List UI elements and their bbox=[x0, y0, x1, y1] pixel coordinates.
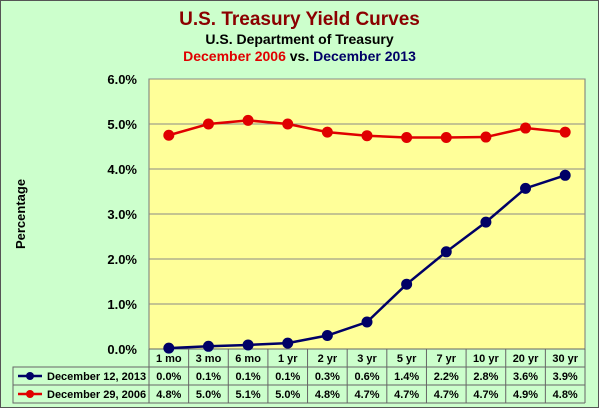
chart-subtitle: U.S. Department of Treasury bbox=[205, 31, 394, 47]
data-point bbox=[440, 246, 452, 258]
data-point bbox=[559, 126, 571, 138]
table-value-cell: 5.0% bbox=[196, 389, 221, 401]
x-category-label: 2 yr bbox=[318, 353, 338, 365]
data-point bbox=[480, 131, 492, 143]
data-point bbox=[401, 132, 413, 143]
data-point bbox=[321, 126, 333, 138]
y-tick-label: 6.0% bbox=[107, 72, 137, 87]
table-value-cell: 4.7% bbox=[394, 389, 419, 401]
table-value-cell: 0.1% bbox=[196, 371, 221, 383]
y-tick-label: 0.0% bbox=[107, 342, 137, 357]
table-value-cell: 4.8% bbox=[553, 389, 578, 401]
data-point bbox=[480, 216, 492, 228]
chart-comparison-line: December 2006 vs. December 2013 bbox=[1, 48, 598, 64]
x-category-label: 30 yr bbox=[552, 353, 578, 365]
x-category-label: 3 yr bbox=[357, 353, 377, 365]
x-category-label: 20 yr bbox=[513, 353, 539, 365]
table-value-cell: 4.8% bbox=[315, 389, 340, 401]
table-value-cell: 0.1% bbox=[275, 371, 300, 383]
table-value-cell: 4.8% bbox=[156, 389, 181, 401]
data-point bbox=[242, 339, 254, 351]
y-tick-label: 3.0% bbox=[107, 207, 137, 222]
table-value-cell: 3.9% bbox=[553, 371, 578, 383]
data-point bbox=[163, 129, 175, 141]
comparison-vs: vs. bbox=[285, 48, 314, 64]
data-point bbox=[282, 337, 294, 349]
legend-marker-0 bbox=[26, 372, 34, 380]
x-category-label: 5 yr bbox=[397, 353, 417, 365]
data-point bbox=[202, 340, 214, 352]
data-point bbox=[361, 130, 373, 142]
comparison-2006: December 2006 bbox=[183, 48, 286, 64]
table-value-cell: 4.7% bbox=[473, 389, 498, 401]
y-tick-label: 5.0% bbox=[107, 117, 137, 132]
x-category-label: 1 yr bbox=[278, 353, 298, 365]
legend-marker-1 bbox=[26, 390, 34, 398]
data-point bbox=[520, 122, 532, 134]
table-value-cell: 0.0% bbox=[156, 371, 181, 383]
x-category-label: 7 yr bbox=[436, 353, 456, 365]
table-value-cell: 4.7% bbox=[354, 389, 379, 401]
legend-series-name: December 12, 2013 bbox=[47, 371, 146, 383]
data-point bbox=[163, 342, 175, 354]
table-value-cell: 1.4% bbox=[394, 371, 419, 383]
chart-title: U.S. Treasury Yield Curves bbox=[179, 9, 420, 30]
table-value-cell: 2.2% bbox=[434, 371, 459, 383]
y-axis-label: Percentage bbox=[13, 179, 28, 249]
x-category-label: 1 mo bbox=[156, 353, 182, 365]
y-tick-label: 4.0% bbox=[107, 162, 137, 177]
data-point bbox=[401, 278, 413, 290]
data-point bbox=[361, 316, 373, 328]
table-value-cell: 0.3% bbox=[315, 371, 340, 383]
table-value-cell: 2.8% bbox=[473, 371, 498, 383]
table-value-cell: 5.1% bbox=[236, 389, 261, 401]
table-value-cell: 4.7% bbox=[434, 389, 459, 401]
x-category-label: 10 yr bbox=[473, 353, 499, 365]
x-category-label: 6 mo bbox=[235, 353, 261, 365]
legend-series-name: December 29, 2006 bbox=[47, 389, 146, 401]
table-value-cell: 4.9% bbox=[513, 389, 538, 401]
data-point bbox=[202, 118, 214, 130]
data-point bbox=[520, 182, 532, 194]
table-value-cell: 5.0% bbox=[275, 389, 300, 401]
data-point bbox=[559, 169, 571, 181]
y-tick-label: 1.0% bbox=[107, 297, 137, 312]
comparison-2013: December 2013 bbox=[313, 48, 416, 64]
table-value-cell: 3.6% bbox=[513, 371, 538, 383]
data-point bbox=[242, 114, 254, 126]
table-value-cell: 0.6% bbox=[354, 371, 379, 383]
data-point bbox=[440, 132, 452, 143]
table-value-cell: 0.1% bbox=[236, 371, 261, 383]
data-point bbox=[282, 118, 294, 130]
y-tick-label: 2.0% bbox=[107, 252, 137, 267]
x-category-label: 3 mo bbox=[196, 353, 222, 365]
data-point bbox=[321, 330, 333, 341]
